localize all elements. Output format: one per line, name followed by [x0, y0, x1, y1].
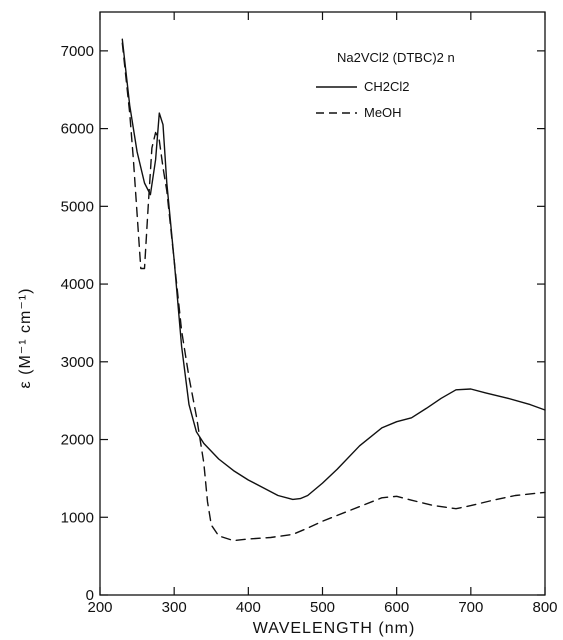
legend-label-ch2cl2: CH2Cl2	[364, 79, 410, 94]
series-line-meoh	[121, 42, 546, 542]
x-tick-label: 300	[162, 599, 187, 616]
y-tick-label: 1000	[61, 509, 94, 526]
series-layer	[121, 38, 546, 542]
legend-title: Na2VCl2 (DTBC)2 n	[337, 50, 455, 65]
y-tick-label: 2000	[61, 432, 94, 449]
x-tick-label: 200	[87, 599, 112, 616]
plot-area	[99, 11, 546, 596]
y-tick-label: 6000	[61, 121, 94, 138]
x-axis-label: WAVELENGTH (nm)	[253, 620, 416, 637]
x-tick-label: 400	[236, 599, 261, 616]
y-tick-label: 4000	[61, 276, 94, 293]
x-tick-label: 500	[310, 599, 335, 616]
y-axis-label: ε (M⁻¹ cm⁻¹)	[17, 288, 34, 389]
plot-frame	[99, 11, 546, 596]
x-tick-label: 600	[384, 599, 409, 616]
x-tick-label: 700	[458, 599, 483, 616]
y-tick-label: 7000	[61, 43, 94, 60]
legend-label-meoh: MeOH	[364, 105, 402, 120]
series-line-ch2cl2	[121, 38, 546, 501]
y-tick-label: 0	[86, 587, 94, 604]
y-tick-label: 3000	[61, 354, 94, 371]
legend: Na2VCl2 (DTBC)2 n CH2Cl2 MeOH	[316, 50, 455, 120]
x-tick-label: 800	[532, 599, 557, 616]
axis-ticks: 200 300 400 500 600 700 800 0 1000 2000 3000 4000 50…	[61, 12, 558, 616]
y-tick-label: 5000	[61, 198, 94, 215]
